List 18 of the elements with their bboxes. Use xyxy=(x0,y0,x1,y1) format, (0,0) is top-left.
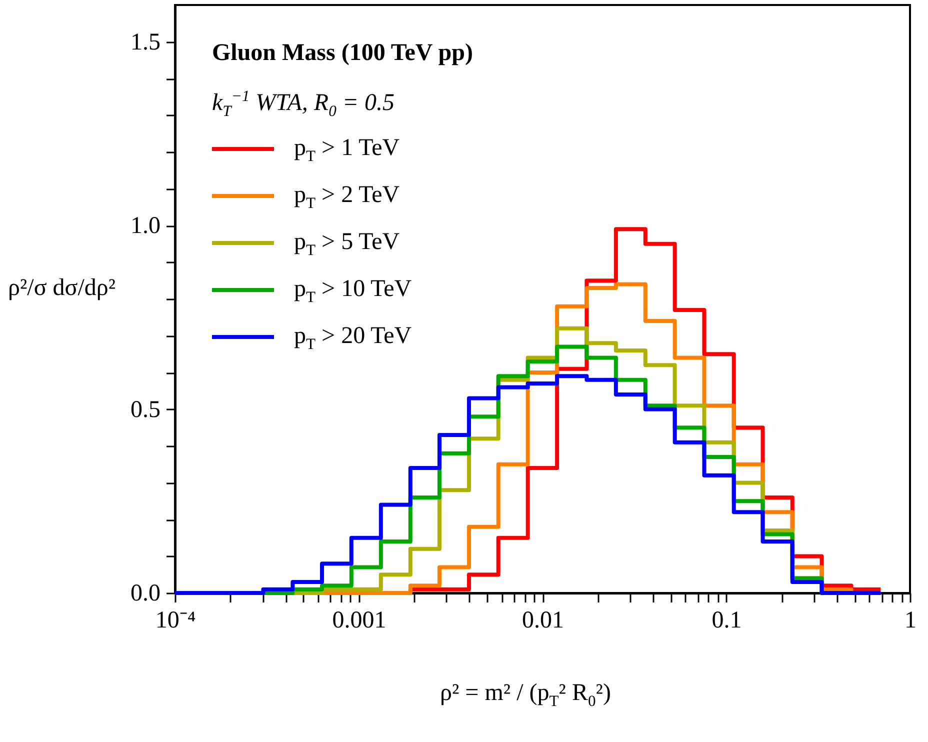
y-tick-label: 1.0 xyxy=(130,213,160,239)
x-tick-label: 1 xyxy=(904,608,916,634)
text: Gluon Mass (100 TeV pp) xyxy=(212,40,473,68)
x-tick-label: 10⁻⁴ xyxy=(155,608,196,634)
x-axis-title: ρ² = m² / (p$_{T}$² R$_{0}$²) xyxy=(440,680,611,711)
y-tick-label: 0.0 xyxy=(130,580,160,606)
legend-label: p$_{T}$ > 20 TeV xyxy=(294,323,412,353)
y-tick-label: 1.5 xyxy=(130,29,160,56)
y-tick-label: 0.5 xyxy=(130,396,160,423)
x-tick-label: 0.1 xyxy=(712,608,742,634)
legend-label: p$_{T}$ > 1 TeV xyxy=(294,135,400,165)
x-tick-label: 0.001 xyxy=(332,608,386,634)
legend-label: p$_{T}$ > 5 TeV xyxy=(294,229,400,259)
legend-label: p$_{T}$ > 2 TeV xyxy=(294,182,400,212)
legend-label: p$_{T}$ > 10 TeV xyxy=(294,276,412,306)
y-axis-title: ρ²/σ dσ/dρ² xyxy=(8,275,116,302)
x-tick-label: 0.01 xyxy=(522,608,564,634)
legend-title: k$_{T}$$^{−1}$ WTA, R$_{0}$ = 0.5 xyxy=(212,88,396,122)
